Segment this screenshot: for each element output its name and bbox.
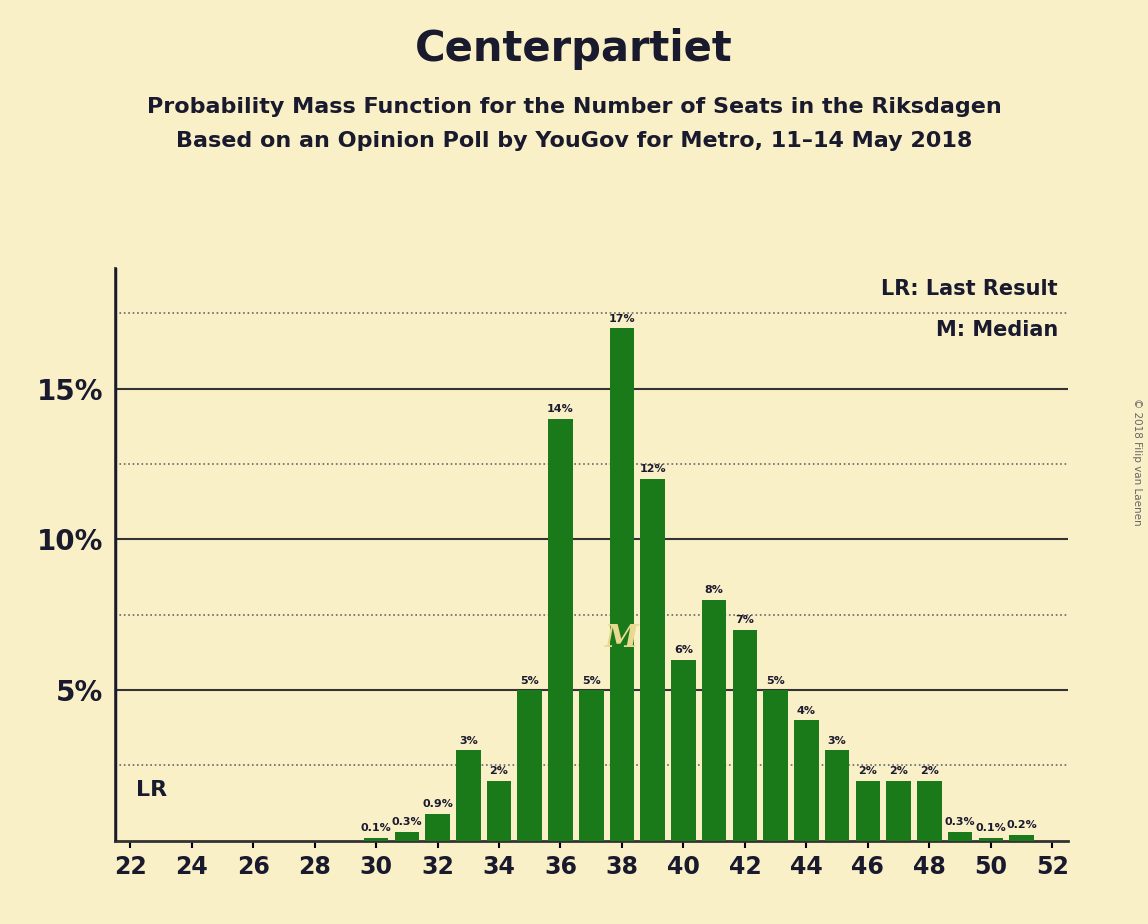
Bar <box>579 690 604 841</box>
Text: 7%: 7% <box>736 615 754 626</box>
Bar <box>364 838 388 841</box>
Text: 8%: 8% <box>705 585 723 595</box>
Text: 2%: 2% <box>489 766 509 776</box>
Text: 4%: 4% <box>797 706 816 716</box>
Text: © 2018 Filip van Laenen: © 2018 Filip van Laenen <box>1132 398 1142 526</box>
Bar <box>701 600 727 841</box>
Text: 3%: 3% <box>459 736 478 746</box>
Bar <box>641 479 665 841</box>
Bar <box>395 832 419 841</box>
Text: M: Median: M: Median <box>936 320 1058 339</box>
Bar <box>549 419 573 841</box>
Text: 5%: 5% <box>582 675 600 686</box>
Text: 2%: 2% <box>920 766 939 776</box>
Text: 17%: 17% <box>608 314 635 323</box>
Bar <box>456 750 481 841</box>
Bar <box>610 328 634 841</box>
Text: 14%: 14% <box>548 404 574 414</box>
Text: LR: Last Result: LR: Last Result <box>882 279 1058 299</box>
Bar <box>732 630 758 841</box>
Text: 0.1%: 0.1% <box>976 823 1006 833</box>
Bar <box>425 814 450 841</box>
Text: 0.3%: 0.3% <box>391 817 422 827</box>
Text: Based on an Opinion Poll by YouGov for Metro, 11–14 May 2018: Based on an Opinion Poll by YouGov for M… <box>176 131 972 152</box>
Text: 0.9%: 0.9% <box>422 799 453 809</box>
Bar <box>672 660 696 841</box>
Text: 3%: 3% <box>828 736 846 746</box>
Bar <box>978 838 1003 841</box>
Text: 0.2%: 0.2% <box>1006 821 1037 831</box>
Text: Probability Mass Function for the Number of Seats in the Riksdagen: Probability Mass Function for the Number… <box>147 97 1001 117</box>
Bar <box>487 781 511 841</box>
Text: LR: LR <box>137 780 168 799</box>
Bar <box>824 750 850 841</box>
Text: Centerpartiet: Centerpartiet <box>416 28 732 69</box>
Bar <box>794 720 819 841</box>
Bar <box>917 781 941 841</box>
Bar <box>763 690 788 841</box>
Bar <box>886 781 910 841</box>
Text: 0.3%: 0.3% <box>945 817 976 827</box>
Text: 2%: 2% <box>890 766 908 776</box>
Text: 6%: 6% <box>674 645 693 655</box>
Text: 5%: 5% <box>766 675 785 686</box>
Text: 0.1%: 0.1% <box>360 823 391 833</box>
Bar <box>948 832 972 841</box>
Bar <box>1009 834 1034 841</box>
Text: 12%: 12% <box>639 465 666 475</box>
Bar <box>855 781 881 841</box>
Text: 5%: 5% <box>520 675 540 686</box>
Text: 2%: 2% <box>859 766 877 776</box>
Bar <box>518 690 542 841</box>
Text: M: M <box>605 623 638 654</box>
